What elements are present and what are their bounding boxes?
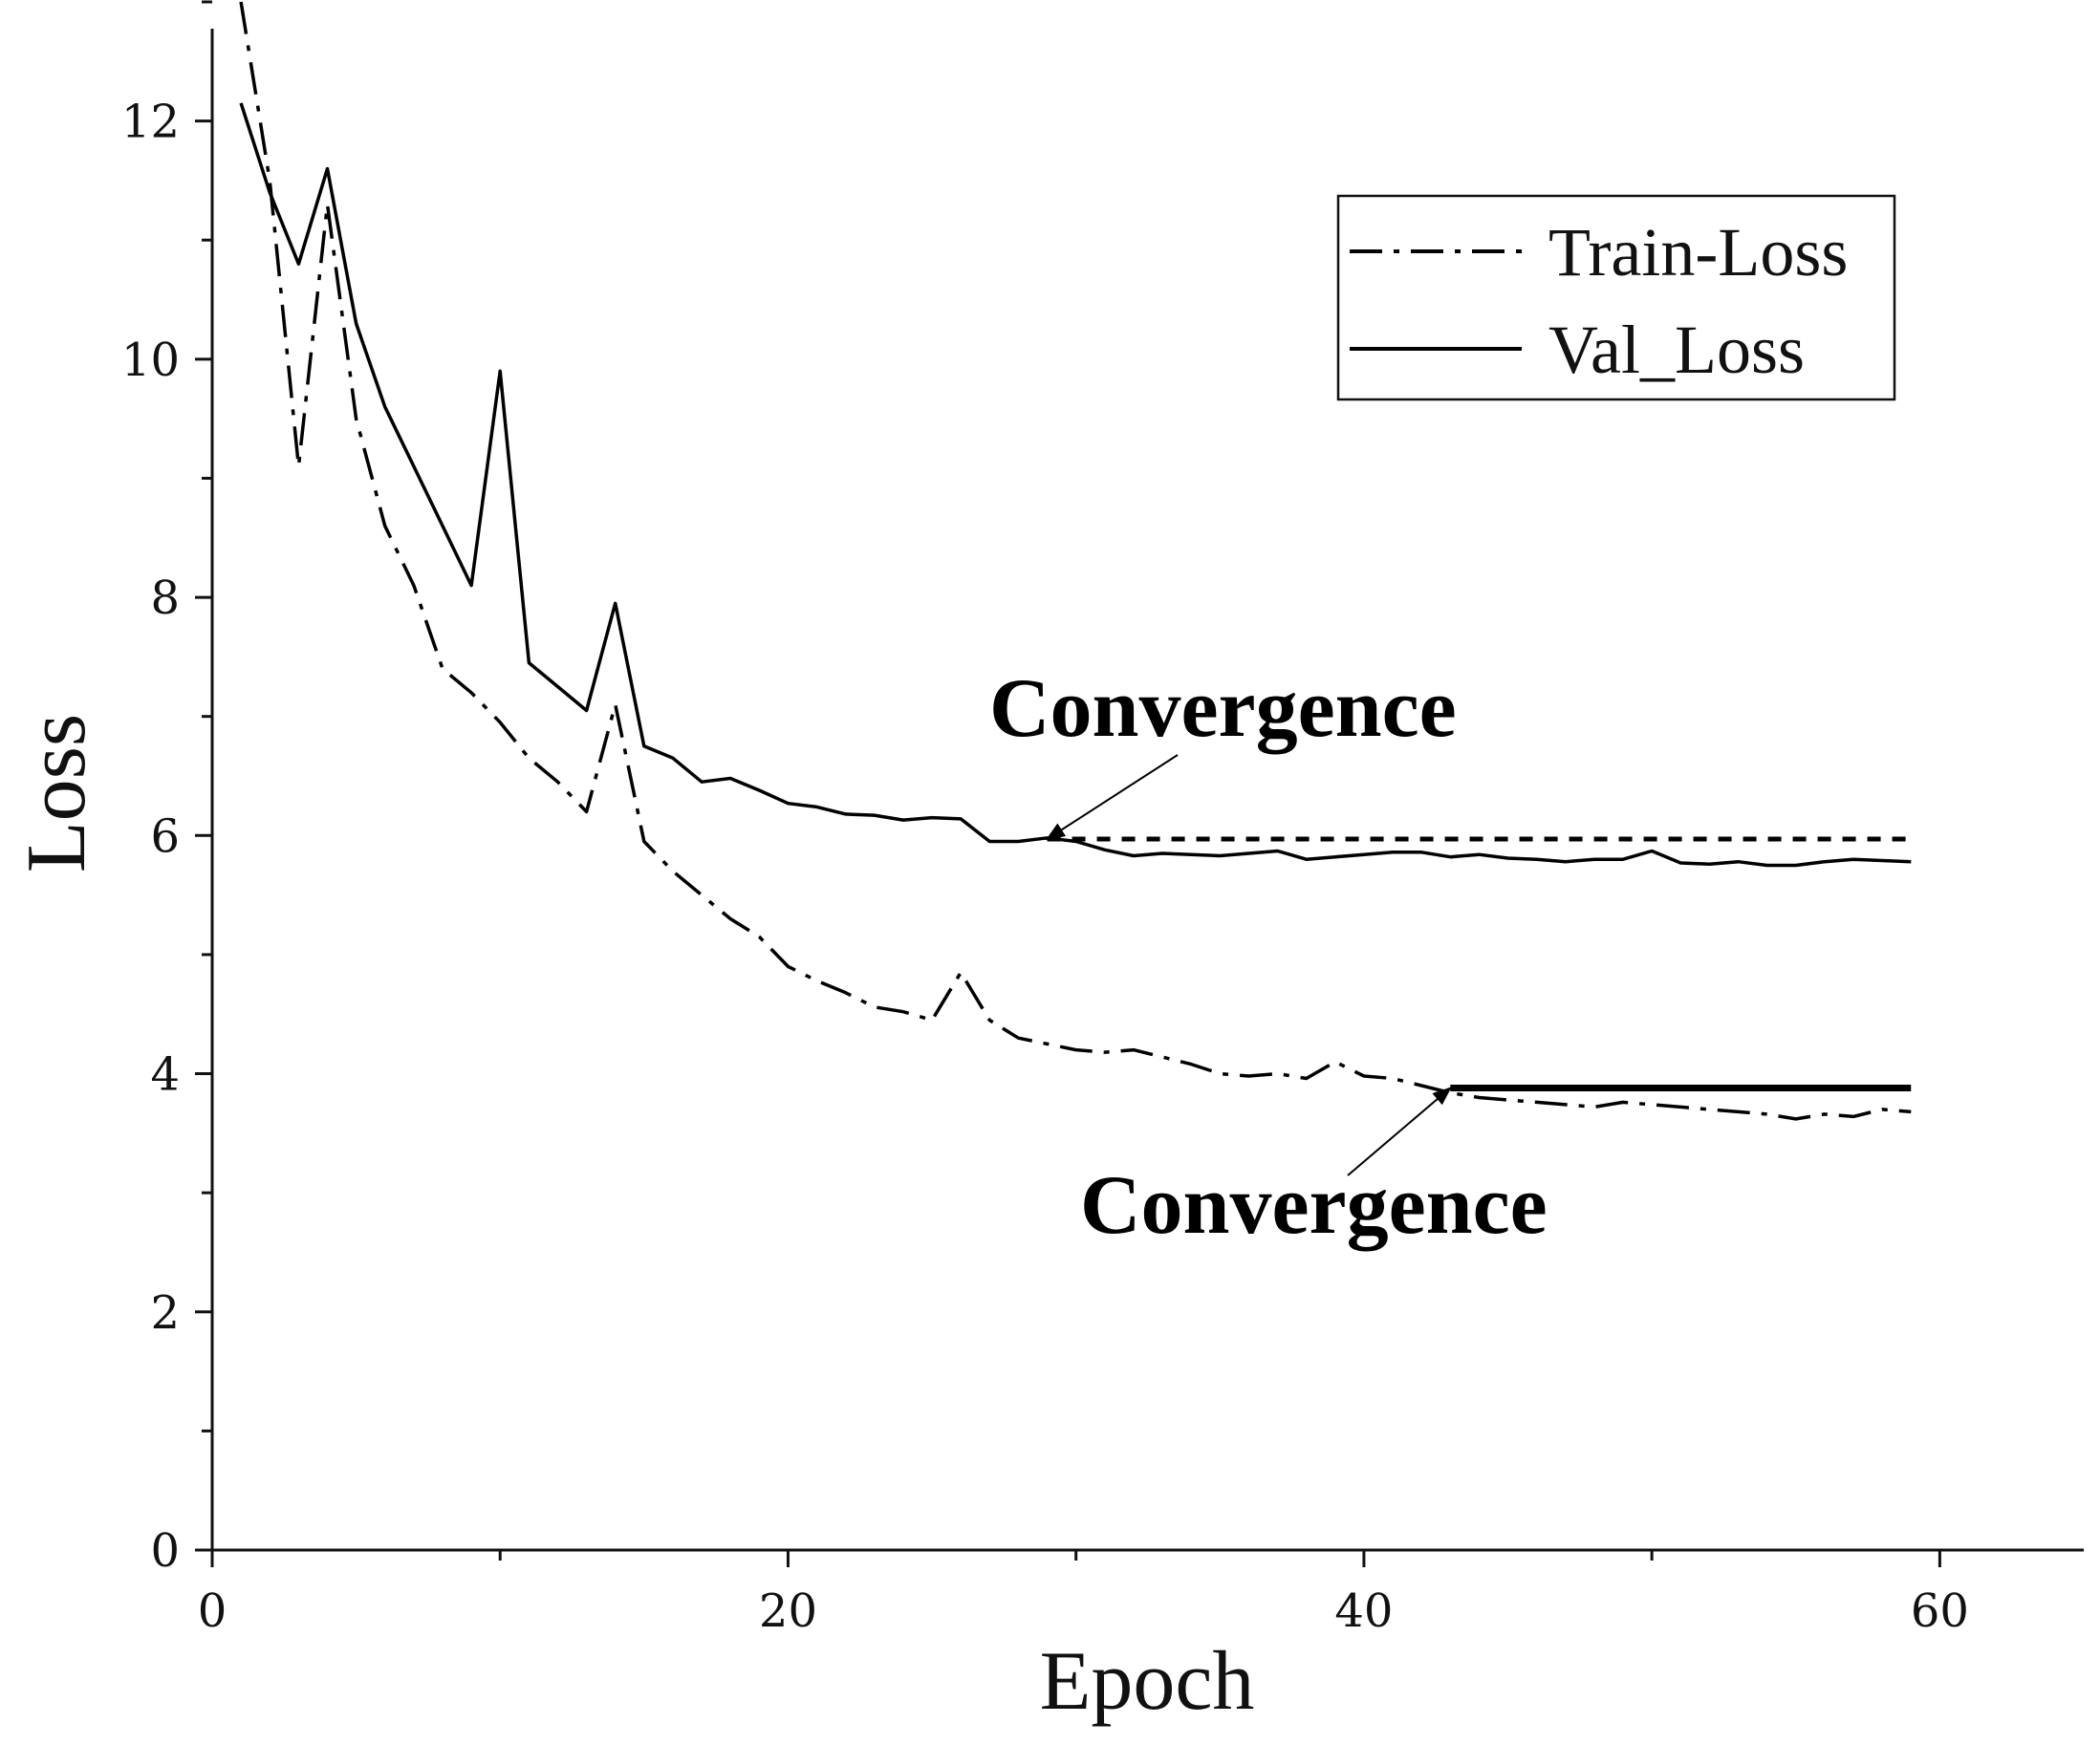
plot-area: 0 20 40 60 0 2 4 6 8 10 12 bbox=[121, 0, 2084, 1638]
y-axis-title: Loss bbox=[11, 714, 103, 872]
annotations: Convergence Convergence bbox=[989, 662, 1548, 1252]
convergence-label-train: Convergence bbox=[1080, 1159, 1548, 1252]
x-tick-label: 20 bbox=[759, 1584, 817, 1638]
legend-label-val-loss: Val_Loss bbox=[1548, 312, 1805, 388]
convergence-arrow-val bbox=[1045, 754, 1179, 841]
y-tick-label: 12 bbox=[121, 96, 180, 149]
convergence-arrow-train bbox=[1347, 1087, 1452, 1176]
x-axis-title: Epoch bbox=[1040, 1635, 1255, 1728]
x-tick-label: 60 bbox=[1911, 1584, 1969, 1638]
y-tick-label: 8 bbox=[150, 571, 180, 625]
x-tick-label: 40 bbox=[1334, 1584, 1393, 1638]
legend: Train-Loss Val_Loss bbox=[1336, 194, 1896, 401]
y-tick-label: 6 bbox=[150, 809, 180, 863]
x-tick-label: 0 bbox=[198, 1584, 227, 1638]
series-line-train-loss bbox=[239, 1, 1912, 1121]
y-tick-label: 2 bbox=[150, 1286, 180, 1340]
convergence-label-val: Convergence bbox=[989, 662, 1457, 755]
legend-label-train-loss: Train-Loss bbox=[1548, 214, 1848, 291]
y-tick-label: 10 bbox=[121, 334, 180, 387]
y-tick-label: 4 bbox=[150, 1048, 180, 1102]
legend-box bbox=[1336, 194, 1896, 401]
y-tick-label: 0 bbox=[150, 1524, 180, 1578]
